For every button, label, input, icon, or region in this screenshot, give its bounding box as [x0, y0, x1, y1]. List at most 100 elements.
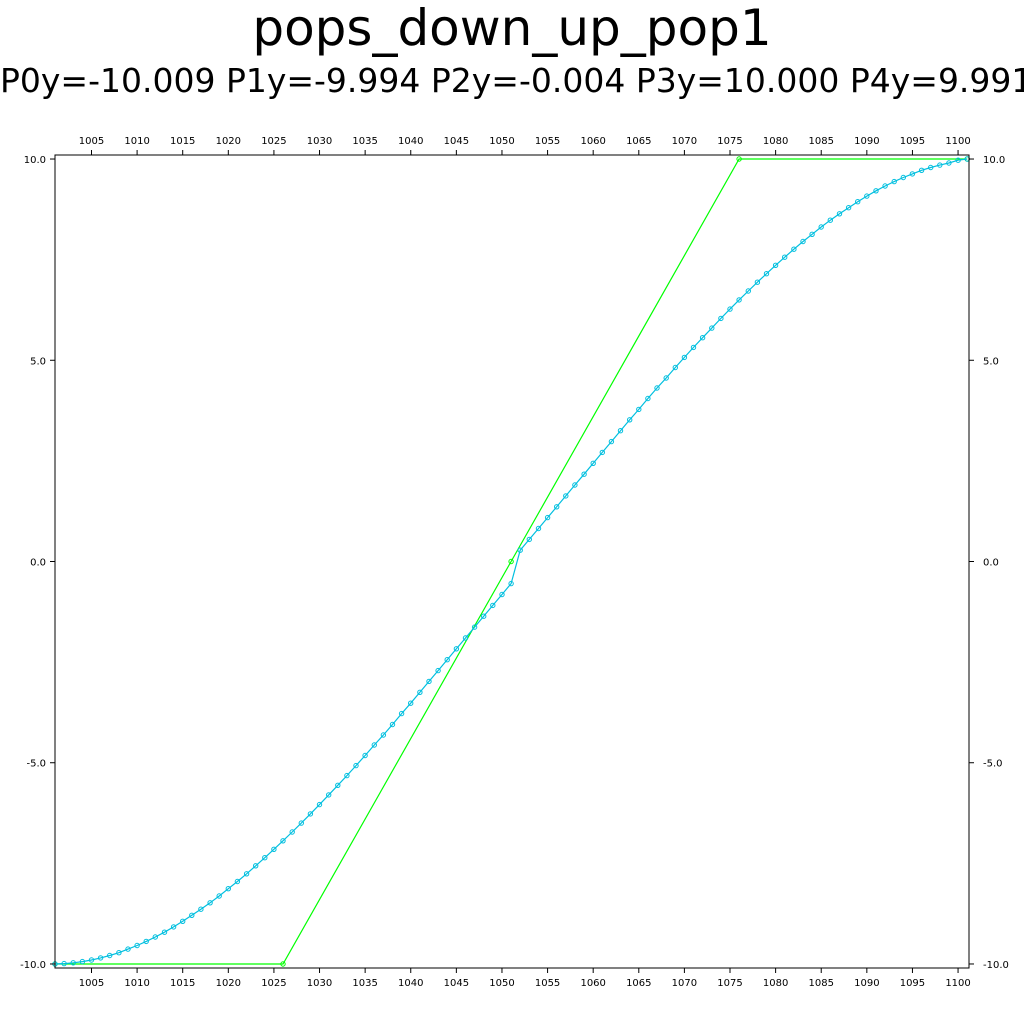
- y-tick-label-left: 10.0: [24, 155, 46, 166]
- series-1-point: [481, 613, 487, 619]
- x-tick-label-top: 1035: [352, 136, 377, 147]
- series-1-point: [526, 536, 532, 543]
- series-1-point: [243, 871, 250, 877]
- y-tick-label-left: -10.0: [20, 960, 46, 971]
- series-1-point: [61, 960, 67, 967]
- series-1-point: [389, 721, 396, 728]
- series-0-point: [736, 156, 742, 162]
- x-tick-label-top: 1090: [854, 136, 879, 147]
- series-1-point: [371, 742, 377, 748]
- series-1-point: [471, 624, 478, 630]
- x-tick-label-top: 1095: [900, 136, 925, 147]
- series-1-point: [499, 591, 505, 598]
- series-1-point: [699, 335, 706, 341]
- x-tick-label-bottom: 1030: [307, 978, 332, 989]
- x-tick-label-top: 1060: [580, 136, 605, 147]
- series-1-point: [170, 924, 177, 930]
- series-1-point: [216, 893, 222, 899]
- x-tick-label-bottom: 1070: [672, 978, 697, 989]
- x-tick-label-bottom: 1090: [854, 978, 879, 989]
- series-1-point: [280, 838, 286, 844]
- series-1-point: [444, 657, 450, 663]
- series-1-point: [189, 912, 195, 918]
- x-tick-label-top: 1015: [170, 136, 195, 147]
- series-1-point: [207, 900, 213, 906]
- series-1-point: [809, 231, 815, 238]
- series-1-point: [262, 855, 268, 861]
- y-tick-label-left: 0.0: [30, 558, 46, 569]
- series-1-point: [508, 580, 514, 587]
- x-tick-label-bottom: 1060: [580, 978, 605, 989]
- series-1-point: [462, 635, 469, 641]
- series-1-point: [116, 950, 122, 956]
- series-1-point: [581, 471, 587, 477]
- series-1-point: [736, 297, 742, 303]
- series-0-point: [280, 961, 286, 967]
- series-1-point: [818, 224, 824, 230]
- y-tick-label-right: -10.0: [983, 960, 1009, 971]
- series-1-point: [718, 315, 724, 322]
- x-tick-label-bottom: 1035: [352, 978, 377, 989]
- series-layer: [52, 156, 970, 967]
- series-1-point: [946, 160, 952, 166]
- series-1-point: [563, 493, 569, 499]
- series-1-line: [54, 158, 968, 965]
- x-tick-label-bottom: 1055: [535, 978, 560, 989]
- series-1-point: [152, 934, 159, 940]
- series-1-point: [234, 878, 241, 885]
- series-1-point: [326, 792, 332, 798]
- chart-title: pops_down_up_pop1: [252, 0, 772, 57]
- x-tick-label-bottom: 1095: [900, 978, 925, 989]
- series-1-point: [271, 846, 277, 852]
- series-1-point: [672, 364, 678, 371]
- x-tick-label-bottom: 1100: [945, 978, 970, 989]
- series-1-point: [745, 288, 751, 294]
- series-1-point: [362, 752, 368, 759]
- series-1-point: [535, 525, 542, 532]
- series-1-point: [253, 863, 259, 869]
- series-1-point: [544, 514, 551, 521]
- series-1-point: [727, 306, 733, 312]
- series-1-point: [88, 957, 95, 963]
- series-1-point: [453, 646, 460, 652]
- x-tick-label-top: 1055: [535, 136, 560, 147]
- y-tick-label-right: -5.0: [983, 759, 1003, 770]
- series-1-point: [891, 178, 897, 185]
- series-1-point: [590, 460, 596, 466]
- series-1-point: [490, 602, 496, 609]
- series-1-point: [754, 279, 761, 285]
- series-1-point: [70, 960, 76, 966]
- series-1-point: [599, 449, 605, 456]
- series-1-point: [380, 732, 387, 738]
- x-tick-label-top: 1080: [763, 136, 788, 147]
- series-1-point: [289, 829, 295, 835]
- series-1-point: [198, 906, 204, 912]
- series-1-point: [937, 162, 943, 168]
- series-1-point: [690, 344, 697, 351]
- y-tick-label-right: 10.0: [983, 155, 1005, 166]
- x-tick-label-top: 1075: [717, 136, 742, 147]
- y-tick-label-left: -5.0: [26, 759, 46, 770]
- series-1-point: [928, 164, 934, 171]
- x-tick-label-top: 1040: [398, 136, 423, 147]
- series-1-point: [225, 886, 232, 892]
- series-1-point: [791, 246, 797, 252]
- series-1-point: [143, 938, 149, 945]
- series-1-point: [554, 504, 560, 510]
- axes-layer: 1005 1005 1010 1010 1015 1015 1020 1020 1025 1025…: [20, 136, 1009, 989]
- plot-frame: [54, 154, 970, 969]
- series-1-point: [663, 375, 669, 381]
- series-1-point: [855, 199, 861, 205]
- series-1-point: [864, 193, 870, 199]
- x-tick-label-bottom: 1045: [444, 978, 469, 989]
- x-tick-label-top: 1010: [124, 136, 149, 147]
- series-1-point: [800, 238, 806, 245]
- series-1-point: [134, 942, 140, 949]
- x-tick-label-top: 1025: [261, 136, 286, 147]
- series-1-point: [572, 482, 578, 488]
- series-1-point: [772, 262, 779, 268]
- series-1-point: [97, 955, 104, 961]
- series-1-point: [955, 157, 961, 163]
- series-1-point: [827, 217, 833, 223]
- x-tick-label-bottom: 1050: [489, 978, 514, 989]
